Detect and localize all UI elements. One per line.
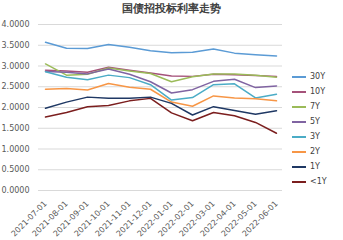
svg-text:3.0000: 3.0000 (2, 62, 30, 71)
html-text:<1Y: <1Y (310, 177, 327, 186)
svg-text:4.0000: 4.0000 (2, 20, 30, 29)
html-text:10Y: 10Y (310, 87, 326, 96)
svg-text:2021-10-01: 2021-10-01 (72, 199, 112, 239)
svg-text:1.5000: 1.5000 (2, 124, 30, 133)
html-text:2Y: 2Y (310, 147, 320, 156)
html-text:30Y: 30Y (310, 72, 326, 81)
svg-text:2022-01-01: 2022-01-01 (135, 199, 175, 239)
html-text:5Y: 5Y (310, 117, 320, 126)
svg-text:2022-06-01: 2022-06-01 (240, 199, 279, 238)
svg-text:2021-08-01: 2021-08-01 (30, 199, 70, 239)
svg-text:2022-03-01: 2022-03-01 (177, 199, 217, 239)
html-text:国债招投标利率走势: 国债招投标利率走势 (122, 2, 221, 15)
svg-text:0.5000: 0.5000 (2, 165, 30, 174)
svg-text:2021-11-01: 2021-11-01 (93, 199, 133, 239)
svg-text:2.0000: 2.0000 (2, 103, 30, 112)
svg-text:2021-09-01: 2021-09-01 (51, 199, 91, 239)
svg-text:2021-12-01: 2021-12-01 (114, 199, 154, 239)
svg-text:2022-02-01: 2022-02-01 (156, 199, 196, 239)
html-text:7Y: 7Y (310, 102, 320, 111)
svg-text:2.5000: 2.5000 (2, 82, 30, 91)
html-text:1Y: 1Y (310, 162, 320, 171)
html-text:3Y: 3Y (310, 132, 320, 141)
svg-text:1.0000: 1.0000 (2, 145, 30, 154)
svg-text:3.5000: 3.5000 (2, 41, 30, 50)
svg-text:0.0000: 0.0000 (2, 186, 30, 195)
svg-text:2021-07-01: 2021-07-01 (9, 199, 49, 239)
svg-text:2022-04-01: 2022-04-01 (198, 199, 238, 239)
svg-text:2022-05-01: 2022-05-01 (219, 199, 259, 239)
